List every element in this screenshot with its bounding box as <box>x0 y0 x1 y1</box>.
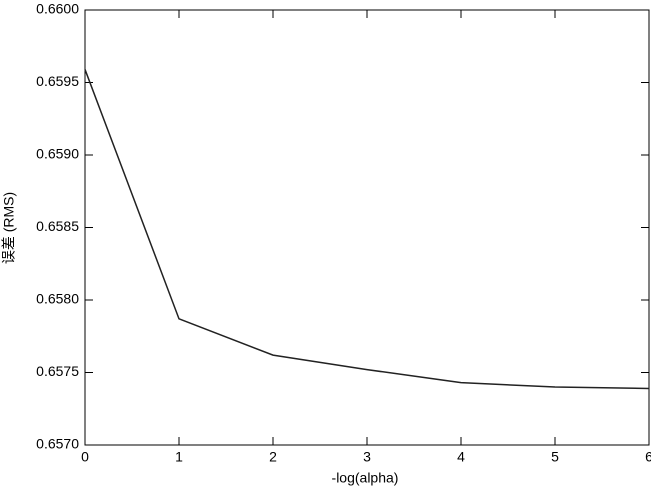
y-tick-label: 0.6595 <box>36 73 79 89</box>
y-tick-label: 0.6580 <box>36 291 79 307</box>
y-tick-label: 0.6575 <box>36 363 79 379</box>
x-tick-label: 6 <box>645 449 651 465</box>
y-axis-label: 误差 (RMS) <box>1 192 17 264</box>
x-tick-label: 1 <box>175 449 183 465</box>
plot-frame <box>84 9 650 446</box>
x-tick-label: 4 <box>457 449 465 465</box>
x-axis-label: -log(alpha) <box>332 470 399 486</box>
y-tick-label: 0.6570 <box>36 436 79 452</box>
y-tick-label: 0.6585 <box>36 218 79 234</box>
y-tick-label: 0.6590 <box>36 146 79 162</box>
x-tick-label: 3 <box>363 449 371 465</box>
line-series <box>84 69 650 390</box>
x-tick-label: 2 <box>269 449 277 465</box>
y-tick-label: 0.6600 <box>36 1 79 17</box>
x-tick-label: 5 <box>551 449 559 465</box>
x-tick-label: 0 <box>81 449 89 465</box>
